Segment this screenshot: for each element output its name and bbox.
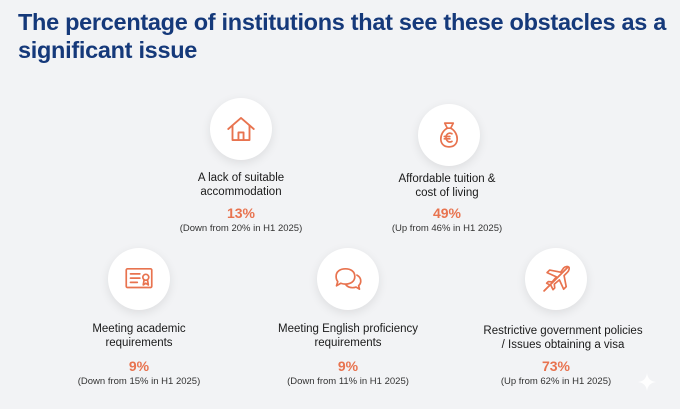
- certificate-icon-circle: [108, 248, 170, 310]
- item-value-accommodation: 13%: [226, 205, 256, 221]
- item-value-tuition: 49%: [432, 205, 462, 221]
- item-value-english: 9%: [337, 358, 359, 374]
- item-label-academic: Meeting academic requirements: [92, 323, 186, 349]
- item-label-tuition: Affordable tuition & cost of living: [398, 173, 496, 199]
- plane-crossed-icon-circle: [525, 248, 587, 310]
- sparkle-icon: [637, 372, 657, 392]
- item-value-visa: 73%: [541, 358, 571, 374]
- plane-crossed-icon: [543, 265, 571, 292]
- certificate-icon: [125, 267, 153, 289]
- item-label-accommodation: A lack of suitable accommodation: [197, 172, 285, 198]
- house-icon: [227, 117, 255, 141]
- page-title: The percentage of institutions that see …: [18, 9, 667, 63]
- item-note-english: (Down from 11% in H1 2025): [287, 376, 409, 387]
- item-note-academic: (Down from 15% in H1 2025): [77, 376, 201, 387]
- money-bag-euro-icon: [439, 122, 459, 148]
- item-label-english: Meeting English proficiency requirements: [278, 323, 418, 349]
- money-bag-icon-circle: [418, 104, 480, 166]
- speech-bubbles-icon: [335, 267, 362, 291]
- item-note-tuition: (Up from 46% in H1 2025): [391, 223, 503, 234]
- item-value-academic: 9%: [128, 358, 150, 374]
- house-icon-circle: [210, 98, 272, 160]
- item-note-accommodation: (Down from 20% in H1 2025): [179, 223, 303, 234]
- item-note-visa: (Up from 62% in H1 2025): [500, 376, 612, 387]
- item-label-visa: Restrictive government policies / Issues…: [483, 325, 643, 351]
- speech-bubbles-icon-circle: [317, 248, 379, 310]
